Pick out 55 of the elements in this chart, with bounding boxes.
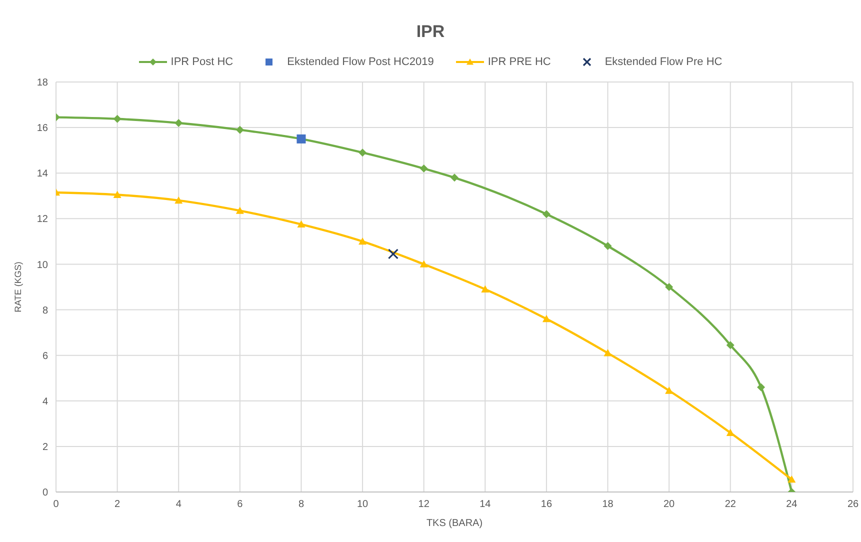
point xyxy=(358,237,367,245)
point xyxy=(420,164,428,173)
point xyxy=(174,119,183,127)
point xyxy=(450,174,458,182)
legend-label: IPR PRE HC xyxy=(488,56,551,68)
x-tick-label: 14 xyxy=(480,499,492,510)
y-tick-label: 12 xyxy=(36,214,48,226)
point xyxy=(757,383,766,392)
point xyxy=(358,148,367,157)
point xyxy=(604,242,612,250)
x-tick-label: 24 xyxy=(786,499,798,510)
y-tick-label: 0 xyxy=(42,488,48,499)
y-tick-label: 18 xyxy=(36,78,48,89)
x-tick-label: 2 xyxy=(114,499,121,510)
legend-label: Ekstended Flow Post HC2019 xyxy=(287,56,434,68)
x-tick-label: 16 xyxy=(540,499,552,510)
point xyxy=(788,475,796,483)
y-tick-label: 4 xyxy=(42,396,48,408)
chart-title: IPR xyxy=(415,22,446,42)
x-tick-label: 18 xyxy=(602,499,614,510)
point xyxy=(113,190,122,198)
point xyxy=(665,283,674,291)
x-tick-label: 22 xyxy=(724,499,736,510)
legend-label: Ekstended Flow Pre HC xyxy=(604,56,722,68)
y-tick-label: 14 xyxy=(36,168,48,180)
x-tick-label: 12 xyxy=(418,499,430,510)
x-tick-label: 10 xyxy=(356,499,369,510)
point xyxy=(665,386,674,394)
y-tick-label: 8 xyxy=(42,305,48,316)
point xyxy=(113,114,122,123)
point xyxy=(297,220,306,228)
point xyxy=(236,126,244,134)
point xyxy=(542,210,550,218)
point xyxy=(726,341,734,350)
point xyxy=(481,285,490,292)
point xyxy=(236,206,244,214)
y-axis-title: RATE (KGS) xyxy=(13,262,24,312)
point xyxy=(388,248,398,260)
x-tick-label: 26 xyxy=(847,499,859,510)
point xyxy=(542,314,550,322)
x-tick-label: 4 xyxy=(176,499,182,510)
x-tick-label: 0 xyxy=(53,499,60,510)
x-tick-label: 8 xyxy=(298,499,304,510)
x-tick-label: 6 xyxy=(237,499,244,510)
y-tick-label: 10 xyxy=(36,260,48,271)
y-tick-label: 2 xyxy=(42,442,48,453)
point xyxy=(604,349,612,356)
y-tick-label: 16 xyxy=(36,123,48,134)
x-axis-title: TKS (BARA) xyxy=(426,518,483,529)
y-tick-label: 6 xyxy=(42,350,48,362)
point xyxy=(174,196,183,204)
point xyxy=(726,428,734,436)
point xyxy=(420,260,428,268)
legend-label: IPR Post HC xyxy=(170,56,234,68)
x-tick-label: 20 xyxy=(664,499,676,510)
